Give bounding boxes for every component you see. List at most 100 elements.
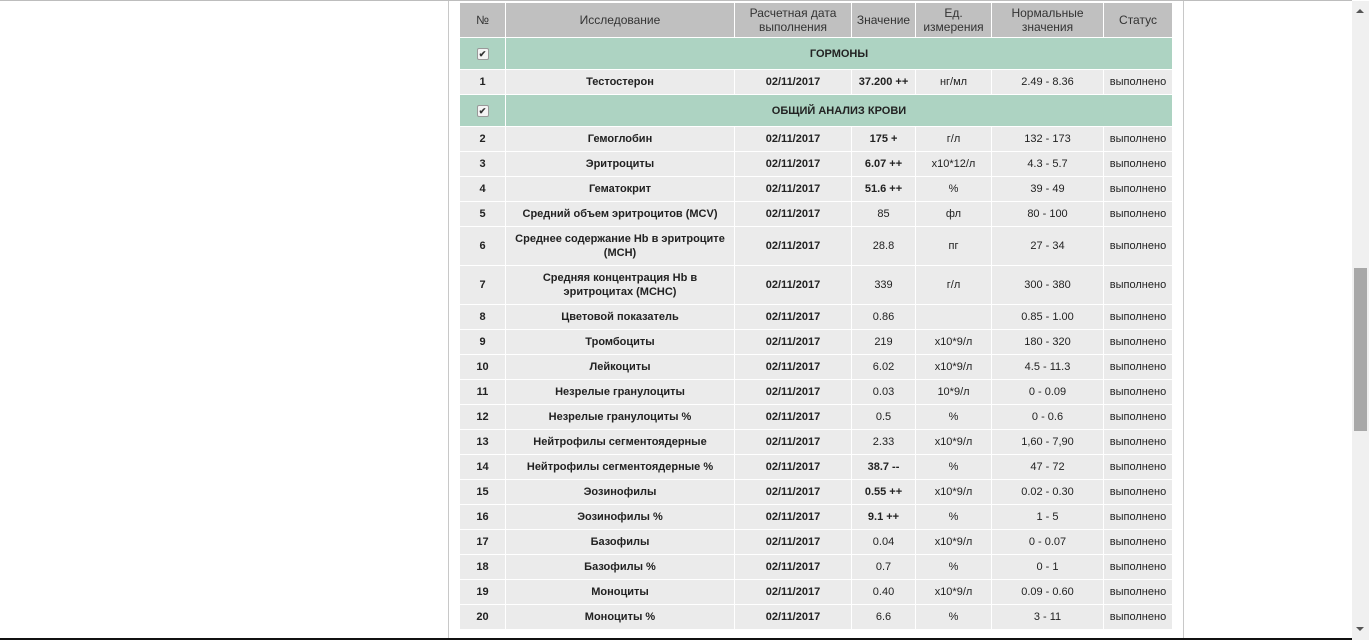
test-status: выполнено <box>1103 529 1173 555</box>
test-name: Тестостерон <box>505 69 735 95</box>
test-status: выполнено <box>1103 304 1173 330</box>
test-unit: x10*9/л <box>915 479 992 505</box>
row-number: 10 <box>459 354 506 380</box>
test-date: 02/11/2017 <box>734 504 852 530</box>
scroll-up-arrow-icon[interactable] <box>1356 9 1364 13</box>
table-row[interactable]: 14 Нейтрофилы сегментоядерные % 02/11/20… <box>459 454 1173 480</box>
test-date: 02/11/2017 <box>734 69 852 95</box>
scrollbar-thumb[interactable] <box>1354 268 1367 431</box>
table-row[interactable]: 16 Эозинофилы % 02/11/2017 9.1 ++ % 1 - … <box>459 504 1173 530</box>
row-number: 5 <box>459 201 506 227</box>
table-row[interactable]: 19 Моноциты 02/11/2017 0.40 x10*9/л 0.09… <box>459 579 1173 605</box>
test-range: 80 - 100 <box>991 201 1104 227</box>
table-row[interactable]: 6 Среднее содержание Hb в эритроците (MC… <box>459 226 1173 266</box>
test-status: выполнено <box>1103 151 1173 177</box>
test-range: 0 - 0.07 <box>991 529 1104 555</box>
test-status: выполнено <box>1103 604 1173 630</box>
col-test: Исследование <box>505 2 735 38</box>
test-range: 2.49 - 8.36 <box>991 69 1104 95</box>
table-row[interactable]: 1 Тестостерон 02/11/2017 37.200 ++ нг/мл… <box>459 69 1173 95</box>
test-unit: % <box>915 454 992 480</box>
test-status: выполнено <box>1103 201 1173 227</box>
test-unit: % <box>915 404 992 430</box>
table-row[interactable]: 20 Моноциты % 02/11/2017 6.6 % 3 - 11 вы… <box>459 604 1173 630</box>
table-row[interactable]: 17 Базофилы 02/11/2017 0.04 x10*9/л 0 - … <box>459 529 1173 555</box>
test-unit: % <box>915 604 992 630</box>
row-number: 9 <box>459 329 506 355</box>
test-name: Гематокрит <box>505 176 735 202</box>
test-unit: нг/мл <box>915 69 992 95</box>
row-number: 6 <box>459 226 506 266</box>
test-unit: пг <box>915 226 992 266</box>
row-number: 3 <box>459 151 506 177</box>
table-row[interactable]: 3 Эритроциты 02/11/2017 6.07 ++ x10*12/л… <box>459 151 1173 177</box>
row-number: 17 <box>459 529 506 555</box>
row-number: 8 <box>459 304 506 330</box>
test-value: 0.86 <box>851 304 916 330</box>
test-range: 0.09 - 0.60 <box>991 579 1104 605</box>
test-unit: г/л <box>915 265 992 305</box>
test-status: выполнено <box>1103 69 1173 95</box>
test-range: 0.02 - 0.30 <box>991 479 1104 505</box>
vertical-scrollbar[interactable] <box>1352 1 1369 640</box>
results-panel: № Исследование Расчетная дата выполнения… <box>448 1 1184 638</box>
test-name: Средняя концентрация Hb в эритроцитах (M… <box>505 265 735 305</box>
group-checkbox-cell[interactable]: ✔ <box>459 37 506 70</box>
table-row[interactable]: 13 Нейтрофилы сегментоядерные 02/11/2017… <box>459 429 1173 455</box>
table-row[interactable]: 11 Незрелые гранулоциты 02/11/2017 0.03 … <box>459 379 1173 405</box>
test-status: выполнено <box>1103 579 1173 605</box>
test-range: 47 - 72 <box>991 454 1104 480</box>
col-number: № <box>459 2 506 38</box>
test-name: Эритроциты <box>505 151 735 177</box>
table-header: № Исследование Расчетная дата выполнения… <box>459 2 1173 38</box>
test-name: Тромбоциты <box>505 329 735 355</box>
test-date: 02/11/2017 <box>734 176 852 202</box>
test-name: Эозинофилы <box>505 479 735 505</box>
test-unit: x10*12/л <box>915 151 992 177</box>
test-unit: г/л <box>915 126 992 152</box>
test-value: 6.02 <box>851 354 916 380</box>
test-range: 27 - 34 <box>991 226 1104 266</box>
row-number: 12 <box>459 404 506 430</box>
test-status: выполнено <box>1103 404 1173 430</box>
table-row[interactable]: 10 Лейкоциты 02/11/2017 6.02 x10*9/л 4.5… <box>459 354 1173 380</box>
table-row[interactable]: 18 Базофилы % 02/11/2017 0.7 % 0 - 1 вып… <box>459 554 1173 580</box>
test-value: 0.5 <box>851 404 916 430</box>
table-row[interactable]: 12 Незрелые гранулоциты % 02/11/2017 0.5… <box>459 404 1173 430</box>
table-row[interactable]: 5 Средний объем эритроцитов (MCV) 02/11/… <box>459 201 1173 227</box>
test-range: 0.85 - 1.00 <box>991 304 1104 330</box>
table-row[interactable]: 2 Гемоглобин 02/11/2017 175 + г/л 132 - … <box>459 126 1173 152</box>
test-date: 02/11/2017 <box>734 354 852 380</box>
test-date: 02/11/2017 <box>734 479 852 505</box>
scroll-down-arrow-icon[interactable] <box>1356 627 1364 631</box>
test-name: Гемоглобин <box>505 126 735 152</box>
table-row[interactable]: 4 Гематокрит 02/11/2017 51.6 ++ % 39 - 4… <box>459 176 1173 202</box>
row-number: 18 <box>459 554 506 580</box>
test-date: 02/11/2017 <box>734 329 852 355</box>
test-range: 0 - 1 <box>991 554 1104 580</box>
test-unit: x10*9/л <box>915 529 992 555</box>
row-number: 13 <box>459 429 506 455</box>
test-value: 0.40 <box>851 579 916 605</box>
col-range: Нормальные значения <box>991 2 1104 38</box>
test-name: Моноциты % <box>505 604 735 630</box>
test-name: Базофилы <box>505 529 735 555</box>
table-row[interactable]: 7 Средняя концентрация Hb в эритроцитах … <box>459 265 1173 305</box>
test-range: 300 - 380 <box>991 265 1104 305</box>
row-number: 4 <box>459 176 506 202</box>
test-date: 02/11/2017 <box>734 579 852 605</box>
test-status: выполнено <box>1103 454 1173 480</box>
group-row: ✔ ОБЩИЙ АНАЛИЗ КРОВИ <box>459 94 1173 127</box>
checkbox-checked-icon[interactable]: ✔ <box>476 104 489 117</box>
group-title: ГОРМОНЫ <box>505 37 1173 70</box>
table-row[interactable]: 9 Тромбоциты 02/11/2017 219 x10*9/л 180 … <box>459 329 1173 355</box>
test-range: 3 - 11 <box>991 604 1104 630</box>
checkbox-checked-icon[interactable]: ✔ <box>476 47 489 60</box>
test-name: Незрелые гранулоциты % <box>505 404 735 430</box>
table-row[interactable]: 15 Эозинофилы 02/11/2017 0.55 ++ x10*9/л… <box>459 479 1173 505</box>
group-checkbox-cell[interactable]: ✔ <box>459 94 506 127</box>
test-name: Базофилы % <box>505 554 735 580</box>
test-date: 02/11/2017 <box>734 404 852 430</box>
table-row[interactable]: 8 Цветовой показатель 02/11/2017 0.86 0.… <box>459 304 1173 330</box>
test-status: выполнено <box>1103 554 1173 580</box>
